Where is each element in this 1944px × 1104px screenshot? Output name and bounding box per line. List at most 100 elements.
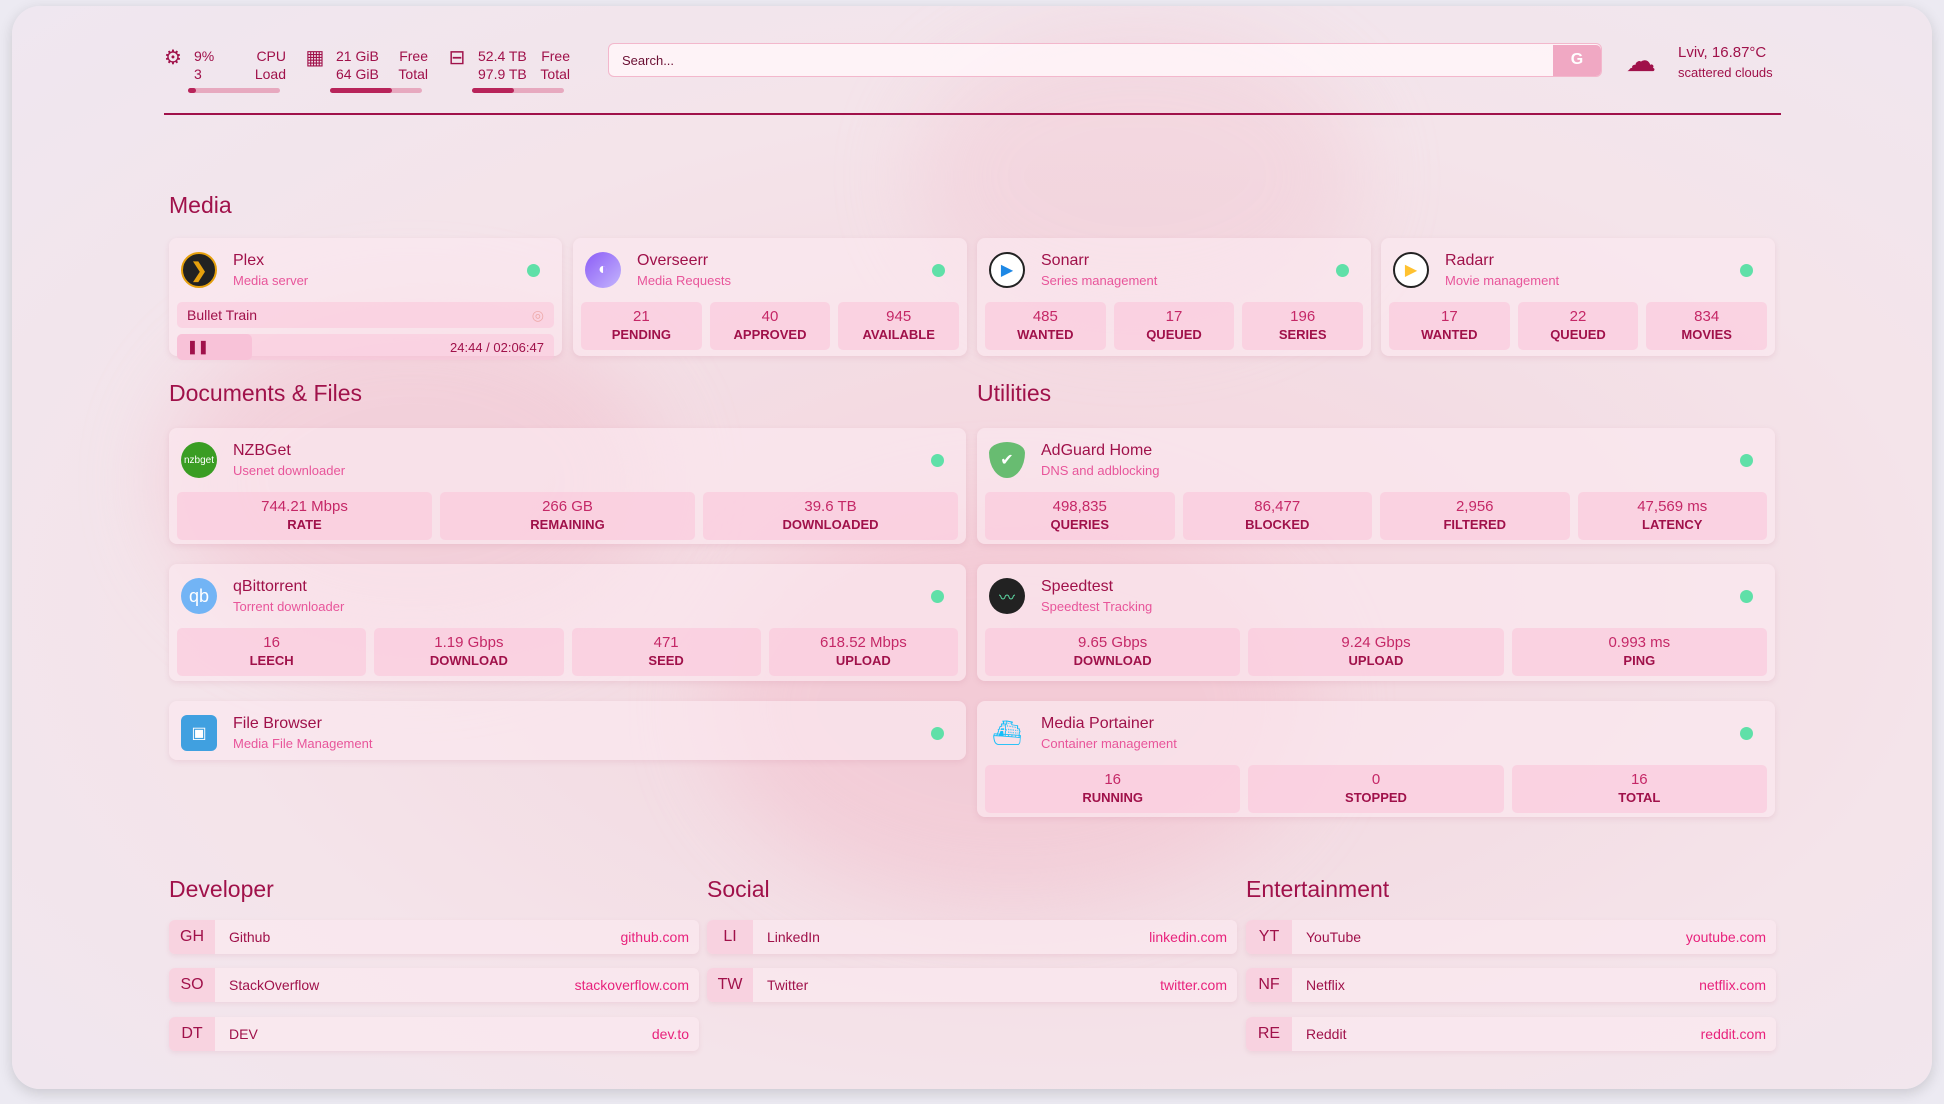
- stat-label: PING: [1623, 653, 1656, 668]
- plex-icon: ❯: [181, 252, 217, 288]
- bookmark-abbr: LI: [707, 920, 753, 954]
- bookmark-url[interactable]: reddit.com: [1700, 1026, 1766, 1042]
- bookmark-name[interactable]: Reddit: [1306, 1026, 1347, 1042]
- bookmark-abbr: YT: [1246, 920, 1292, 954]
- search-input[interactable]: Search... G: [608, 43, 1602, 77]
- card-subtitle: Usenet downloader: [233, 463, 346, 478]
- radarr-card[interactable]: ▶ Radarr Movie management 17 WANTED 22 QUEUED 8…: [1381, 238, 1775, 356]
- card-header: qb qBittorrent Torrent downloader: [177, 574, 958, 618]
- stat-box-queued: 22 QUEUED: [1517, 302, 1639, 350]
- card-subtitle: DNS and adblocking: [1041, 463, 1160, 478]
- sonarr-card[interactable]: ▶ Sonarr Series management 485 WANTED 17 QUEUE…: [977, 238, 1371, 356]
- stat-box-stopped: 0 STOPPED: [1248, 765, 1504, 813]
- logo-text: nzbget: [183, 454, 215, 466]
- cpu-bar: [188, 88, 280, 93]
- now-playing: Bullet Train ◎: [177, 302, 554, 328]
- stat-box-approved: 40 APPROVED: [709, 302, 831, 350]
- bookmark-stackoverflow[interactable]: SO StackOverflow stackoverflow.com: [169, 968, 699, 1002]
- qbittorrent-icon: qb: [181, 578, 217, 614]
- qbittorrent-card[interactable]: qb qBittorrent Torrent downloader 16 LEECH 1.…: [169, 564, 966, 681]
- bookmark-name[interactable]: DEV: [229, 1026, 258, 1042]
- card-stats: 744.21 Mbps RATE 266 GB REMAINING 39.6 TB DOW…: [177, 492, 958, 540]
- plex-card[interactable]: ❯ Plex Media server Bullet Train ◎ ❚❚ 24:44…: [169, 238, 562, 360]
- stat-box-remaining: 266 GB REMAINING: [440, 492, 695, 540]
- stat-label: FILTERED: [1443, 517, 1507, 532]
- card-stats: 17 WANTED 22 QUEUED 834 MOVIES: [1389, 302, 1768, 350]
- bookmark-url[interactable]: youtube.com: [1685, 929, 1766, 945]
- disk-label2: Total: [540, 66, 570, 82]
- bookmark-name[interactable]: StackOverflow: [229, 977, 320, 993]
- card-header: ✔ AdGuard Home DNS and adblocking: [985, 438, 1767, 482]
- memory-bar: [330, 88, 422, 93]
- bookmark-name[interactable]: LinkedIn: [767, 929, 820, 945]
- weather-widget[interactable]: Lviv, 16.87°C scattered clouds: [1678, 44, 1773, 80]
- nzbget-card[interactable]: nzbget NZBGet Usenet downloader 744.21 Mbps…: [169, 428, 966, 544]
- status-dot: [1740, 590, 1753, 603]
- adguard-home-card[interactable]: ✔ AdGuard Home DNS and adblocking 498,835 QU…: [977, 428, 1775, 544]
- bookmark-netflix[interactable]: NF Netflix netflix.com: [1246, 968, 1776, 1002]
- card-titles: Sonarr Series management: [1041, 252, 1157, 288]
- stat-box-rate: 744.21 Mbps RATE: [177, 492, 432, 540]
- card-title: qBittorrent: [233, 578, 307, 595]
- stat-value: 945: [886, 308, 912, 325]
- stat-label: SEED: [648, 653, 684, 668]
- cpu-label: CPU: [256, 48, 286, 64]
- card-titles: Media Portainer Container management: [1041, 715, 1177, 751]
- card-titles: NZBGet Usenet downloader: [233, 442, 345, 478]
- stat-value: 9.65 Gbps: [1078, 634, 1148, 651]
- stat-value: 21: [632, 308, 650, 325]
- bookmark-url[interactable]: twitter.com: [1160, 977, 1227, 993]
- file-browser-icon: ▣: [181, 715, 217, 751]
- stat-value: 9.24 Gbps: [1341, 634, 1411, 651]
- bookmark-youtube[interactable]: YT YouTube youtube.com: [1246, 920, 1776, 954]
- bookmark-twitter[interactable]: TW Twitter twitter.com: [707, 968, 1237, 1002]
- status-dot: [1740, 727, 1753, 740]
- bookmark-url[interactable]: linkedin.com: [1149, 929, 1227, 945]
- stat-label: AVAILABLE: [862, 327, 935, 342]
- bookmark-abbr: TW: [707, 968, 753, 1002]
- bookmark-url[interactable]: github.com: [620, 929, 689, 945]
- status-dot: [931, 590, 944, 603]
- section-documents: Documents & Files: [169, 380, 363, 406]
- search-placeholder[interactable]: Search...: [622, 52, 675, 68]
- stat-value: 1.19 Gbps: [434, 634, 504, 651]
- bookmark-name[interactable]: Github: [229, 929, 271, 945]
- card-title: File Browser: [233, 715, 322, 732]
- card-title: Sonarr: [1041, 252, 1090, 269]
- disk-free: 52.4 TB: [478, 48, 527, 64]
- bookmark-dev[interactable]: DT DEV dev.to: [169, 1017, 699, 1051]
- section-entertainment: Entertainment: [1246, 876, 1390, 902]
- bookmark-name[interactable]: Twitter: [767, 977, 809, 993]
- file-browser-card[interactable]: ▣ File Browser Media File Management: [169, 701, 966, 760]
- pause-icon[interactable]: ❚❚: [177, 334, 252, 360]
- speedtest-card[interactable]: 〰 Speedtest Speedtest Tracking 9.65 Gbps DOW…: [977, 564, 1775, 681]
- stat-value: 17: [1440, 308, 1458, 325]
- cpu-stat: ⚙ 9% CPU 3 Load: [162, 47, 286, 93]
- stat-label: DOWNLOAD: [429, 653, 508, 668]
- stat-box-upload: 9.24 Gbps UPLOAD: [1248, 628, 1504, 676]
- bookmark-name[interactable]: Netflix: [1306, 977, 1345, 993]
- stat-box-ping: 0.993 ms PING: [1511, 628, 1767, 676]
- media-portainer-card[interactable]: ⛴ Media Portainer Container management 16 RU…: [977, 701, 1775, 817]
- bookmark-url[interactable]: stackoverflow.com: [574, 977, 689, 993]
- bookmark-linkedin[interactable]: LI LinkedIn linkedin.com: [707, 920, 1237, 954]
- card-title: Overseerr: [637, 252, 709, 269]
- adguard-shield-icon: ✔: [989, 442, 1025, 478]
- card-stats: 21 PENDING 40 APPROVED 945 AVAILABLE: [581, 302, 960, 350]
- search-engine-button[interactable]: G: [1553, 44, 1601, 76]
- bookmark-reddit[interactable]: RE Reddit reddit.com: [1246, 1017, 1776, 1051]
- stat-value: 834: [1694, 308, 1720, 325]
- bookmark-url[interactable]: netflix.com: [1699, 977, 1766, 993]
- stream-icon: ◎: [531, 306, 544, 323]
- stat-value: 0.993 ms: [1608, 634, 1671, 651]
- sonarr-icon: ▶: [989, 252, 1025, 288]
- stat-label: RATE: [287, 517, 322, 532]
- bookmark-github[interactable]: GH Github github.com: [169, 920, 699, 954]
- card-titles: AdGuard Home DNS and adblocking: [1041, 442, 1160, 478]
- bookmark-url[interactable]: dev.to: [651, 1026, 689, 1042]
- section-social: Social: [707, 876, 770, 902]
- card-stats: 485 WANTED 17 QUEUED 196 SERIES: [985, 302, 1364, 350]
- overseerr-card[interactable]: ◐ Overseerr Media Requests 21 PENDING 40 APPRO…: [573, 238, 967, 356]
- bookmark-name[interactable]: YouTube: [1306, 929, 1362, 945]
- card-title: NZBGet: [233, 442, 291, 459]
